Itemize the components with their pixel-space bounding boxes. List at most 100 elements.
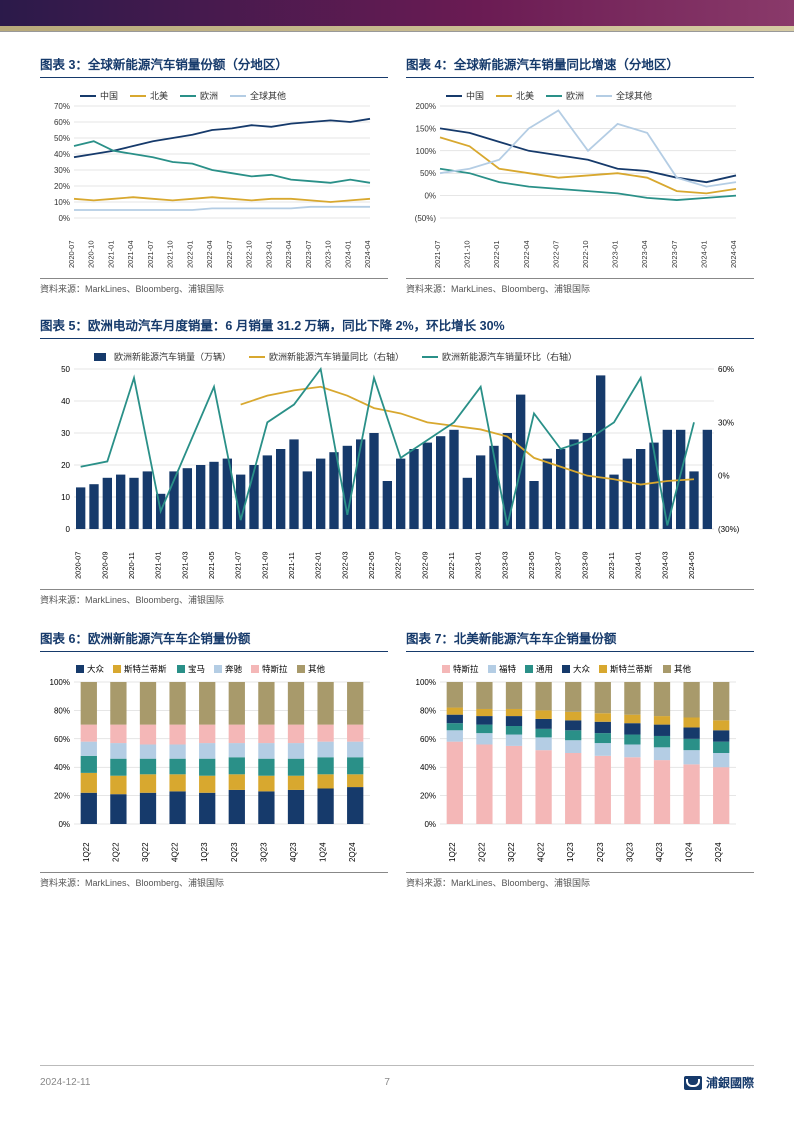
svg-text:北美: 北美	[150, 90, 168, 101]
chart-7-panel: 图表 7：北美新能源汽车车企销量份额 特斯拉 福特 通用 大众 斯特兰蒂斯 其他 0% 20%…	[406, 628, 754, 889]
svg-text:40%: 40%	[420, 763, 436, 772]
svg-text:3Q22: 3Q22	[141, 842, 150, 862]
svg-text:20%: 20%	[54, 182, 70, 191]
svg-text:2023-05: 2023-05	[527, 551, 536, 579]
svg-text:其他: 其他	[674, 664, 692, 674]
svg-text:2Q23: 2Q23	[596, 842, 605, 862]
svg-text:1Q22: 1Q22	[82, 842, 91, 862]
svg-text:2024-01: 2024-01	[699, 240, 708, 268]
chart-3-title: 图表 3：全球新能源汽车销量份额（分地区）	[40, 54, 388, 78]
svg-text:1Q24: 1Q24	[685, 842, 694, 862]
svg-text:2023-04: 2023-04	[640, 240, 649, 268]
svg-text:2021-05: 2021-05	[207, 551, 216, 579]
svg-text:2024-01: 2024-01	[634, 551, 643, 579]
svg-text:40%: 40%	[54, 763, 70, 772]
chart-6-panel: 图表 6：欧洲新能源汽车车企销量份额 大众斯特兰蒂斯宝马奔驰特斯拉其他0%20%…	[40, 628, 388, 889]
footer: 2024-12-11 7 浦銀國際	[40, 1065, 754, 1091]
svg-text:2021-11: 2021-11	[287, 552, 296, 579]
svg-text:10%: 10%	[54, 198, 70, 207]
chart-4-title: 图表 4：全球新能源汽车销量同比增速（分地区）	[406, 54, 754, 78]
svg-text:宝马: 宝马	[188, 664, 205, 674]
svg-text:2022-07: 2022-07	[225, 240, 234, 268]
svg-text:欧洲新能源汽车销量同比（右轴）: 欧洲新能源汽车销量同比（右轴）	[269, 351, 404, 362]
svg-text:2020-07: 2020-07	[74, 551, 83, 579]
chart-6-source: 資料来源：MarkLines、Bloomberg、浦银国际	[40, 872, 388, 889]
svg-text:2023-07: 2023-07	[554, 551, 563, 579]
svg-text:特斯拉: 特斯拉	[453, 664, 479, 674]
svg-text:60%: 60%	[54, 735, 70, 744]
svg-text:2021-01: 2021-01	[154, 551, 163, 579]
svg-text:3Q23: 3Q23	[625, 842, 634, 862]
svg-text:0%: 0%	[424, 820, 436, 829]
svg-text:2022-01: 2022-01	[314, 551, 323, 579]
svg-text:2021-03: 2021-03	[180, 551, 189, 579]
svg-text:2020-11: 2020-11	[127, 552, 136, 579]
svg-text:2022-04: 2022-04	[205, 240, 214, 268]
chart-7-title: 图表 7：北美新能源汽车车企销量份额	[406, 628, 754, 652]
svg-text:3Q23: 3Q23	[259, 842, 268, 862]
svg-text:40: 40	[61, 397, 70, 406]
chart-4-panel: 图表 4：全球新能源汽车销量同比增速（分地区） 中国北美欧洲全球其他(50%)0…	[406, 54, 754, 295]
svg-text:2022-11: 2022-11	[447, 552, 456, 579]
chart-7-svg: 特斯拉福特通用大众斯特兰蒂斯其他0%20%40%60%80%100%1Q222Q…	[406, 658, 744, 868]
svg-text:大众: 大众	[573, 664, 591, 674]
svg-text:2024-04: 2024-04	[729, 240, 738, 268]
chart-5-svg: 欧洲新能源汽车销量（万辆）欧洲新能源汽车销量同比（右轴）欧洲新能源汽车销量环比（…	[40, 345, 754, 585]
svg-text:2021-10: 2021-10	[463, 240, 472, 268]
svg-text:2023-09: 2023-09	[580, 551, 589, 579]
svg-text:0%: 0%	[58, 820, 70, 829]
footer-date: 2024-12-11	[40, 1077, 90, 1088]
svg-text:4Q22: 4Q22	[537, 842, 546, 862]
svg-text:2023-01: 2023-01	[264, 240, 273, 268]
svg-text:2022-10: 2022-10	[581, 240, 590, 268]
svg-text:斯特兰蒂斯: 斯特兰蒂斯	[610, 664, 653, 674]
svg-text:通用: 通用	[536, 664, 553, 674]
svg-text:2022-10: 2022-10	[245, 240, 254, 268]
svg-text:2023-07: 2023-07	[304, 240, 313, 268]
svg-text:20%: 20%	[420, 792, 436, 801]
chart-3-panel: 图表 3：全球新能源汽车销量份额（分地区） 中国北美欧洲全球其他0%10%20%…	[40, 54, 388, 295]
svg-text:2Q24: 2Q24	[714, 842, 723, 862]
svg-text:60%: 60%	[420, 735, 436, 744]
chart-5-panel: 图表 5：欧洲电动汽车月度销量：6 月销量 31.2 万辆，同比下降 2%，环比…	[40, 315, 754, 606]
svg-text:(30%): (30%)	[718, 525, 740, 534]
svg-text:大众: 大众	[87, 664, 105, 674]
svg-text:80%: 80%	[420, 706, 436, 715]
svg-text:特斯拉: 特斯拉	[262, 664, 288, 674]
svg-text:2021-07: 2021-07	[234, 551, 243, 579]
svg-text:30%: 30%	[718, 418, 734, 427]
svg-text:2021-07: 2021-07	[433, 240, 442, 268]
svg-text:2022-04: 2022-04	[522, 240, 531, 268]
svg-text:奔驰: 奔驰	[225, 664, 243, 674]
chart-6-title: 图表 6：欧洲新能源汽车车企销量份额	[40, 628, 388, 652]
svg-text:1Q23: 1Q23	[200, 842, 209, 862]
row-charts-6-7: 图表 6：欧洲新能源汽车车企销量份额 大众 斯特兰蒂斯 宝马 奔驰 特斯拉 其他 0% 20%…	[40, 628, 754, 889]
svg-text:北美: 北美	[516, 90, 534, 101]
svg-text:2024-03: 2024-03	[660, 551, 669, 579]
header-accent	[0, 26, 794, 32]
chart-4-source: 資料来源：MarkLines、Bloomberg、浦银国际	[406, 278, 754, 295]
svg-text:200%: 200%	[416, 102, 436, 111]
svg-text:2024-05: 2024-05	[687, 551, 696, 579]
svg-text:3Q22: 3Q22	[507, 842, 516, 862]
svg-text:4Q23: 4Q23	[655, 842, 664, 862]
svg-text:2021-10: 2021-10	[166, 240, 175, 268]
svg-text:其他: 其他	[308, 664, 326, 674]
header-bar	[0, 0, 794, 26]
footer-brand: 浦銀國際	[706, 1074, 754, 1091]
svg-text:欧洲: 欧洲	[566, 90, 584, 101]
svg-text:2023-03: 2023-03	[500, 551, 509, 579]
svg-text:4Q22: 4Q22	[171, 842, 180, 862]
footer-logo: 浦銀國際	[684, 1074, 754, 1091]
svg-text:4Q23: 4Q23	[289, 842, 298, 862]
svg-text:2023-04: 2023-04	[284, 240, 293, 268]
svg-text:2023-07: 2023-07	[670, 240, 679, 268]
chart-5-source: 資料来源：MarkLines、Bloomberg、浦银国际	[40, 589, 754, 606]
svg-text:2022-03: 2022-03	[340, 551, 349, 579]
svg-text:2Q22: 2Q22	[477, 842, 486, 862]
svg-text:2022-01: 2022-01	[492, 240, 501, 268]
svg-text:50%: 50%	[54, 134, 70, 143]
svg-text:福特: 福特	[499, 664, 517, 674]
svg-text:80%: 80%	[54, 706, 70, 715]
svg-text:2024-04: 2024-04	[363, 240, 372, 268]
